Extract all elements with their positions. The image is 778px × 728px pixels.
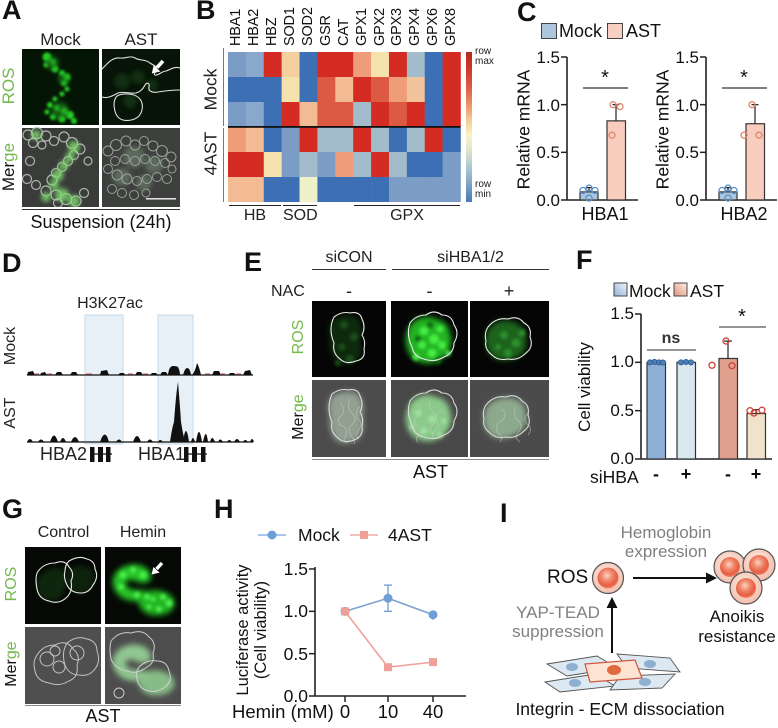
svg-text:ns: ns [662,330,681,347]
svg-text:*: * [740,67,748,89]
svg-text:*: * [738,306,746,328]
svg-text:*: * [601,67,609,89]
